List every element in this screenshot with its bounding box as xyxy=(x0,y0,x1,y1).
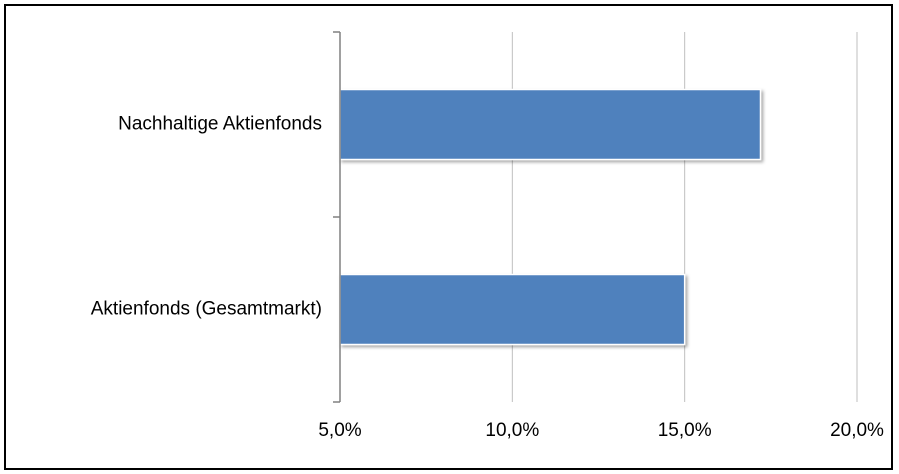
bars xyxy=(339,88,762,346)
x-tick-label-3: 20,0% xyxy=(830,420,884,441)
chart-frame xyxy=(4,4,893,470)
bar-1 xyxy=(339,273,686,346)
category-label-0: Nachhaltige Aktienfonds xyxy=(118,114,322,135)
category-labels: Nachhaltige Aktienfonds Aktienfonds (Gesa… xyxy=(91,114,322,320)
x-tick-labels: 5,0% 10,0% 15,0% 20,0% xyxy=(318,420,884,441)
bar-0 xyxy=(339,88,762,161)
x-tick-label-0: 5,0% xyxy=(318,420,361,441)
y-axis xyxy=(333,31,341,403)
x-tick-label-1: 10,0% xyxy=(485,420,539,441)
category-label-1: Aktienfonds (Gesamtmarkt) xyxy=(91,299,322,320)
grid-lines xyxy=(511,32,858,402)
x-tick-label-2: 15,0% xyxy=(658,420,712,441)
